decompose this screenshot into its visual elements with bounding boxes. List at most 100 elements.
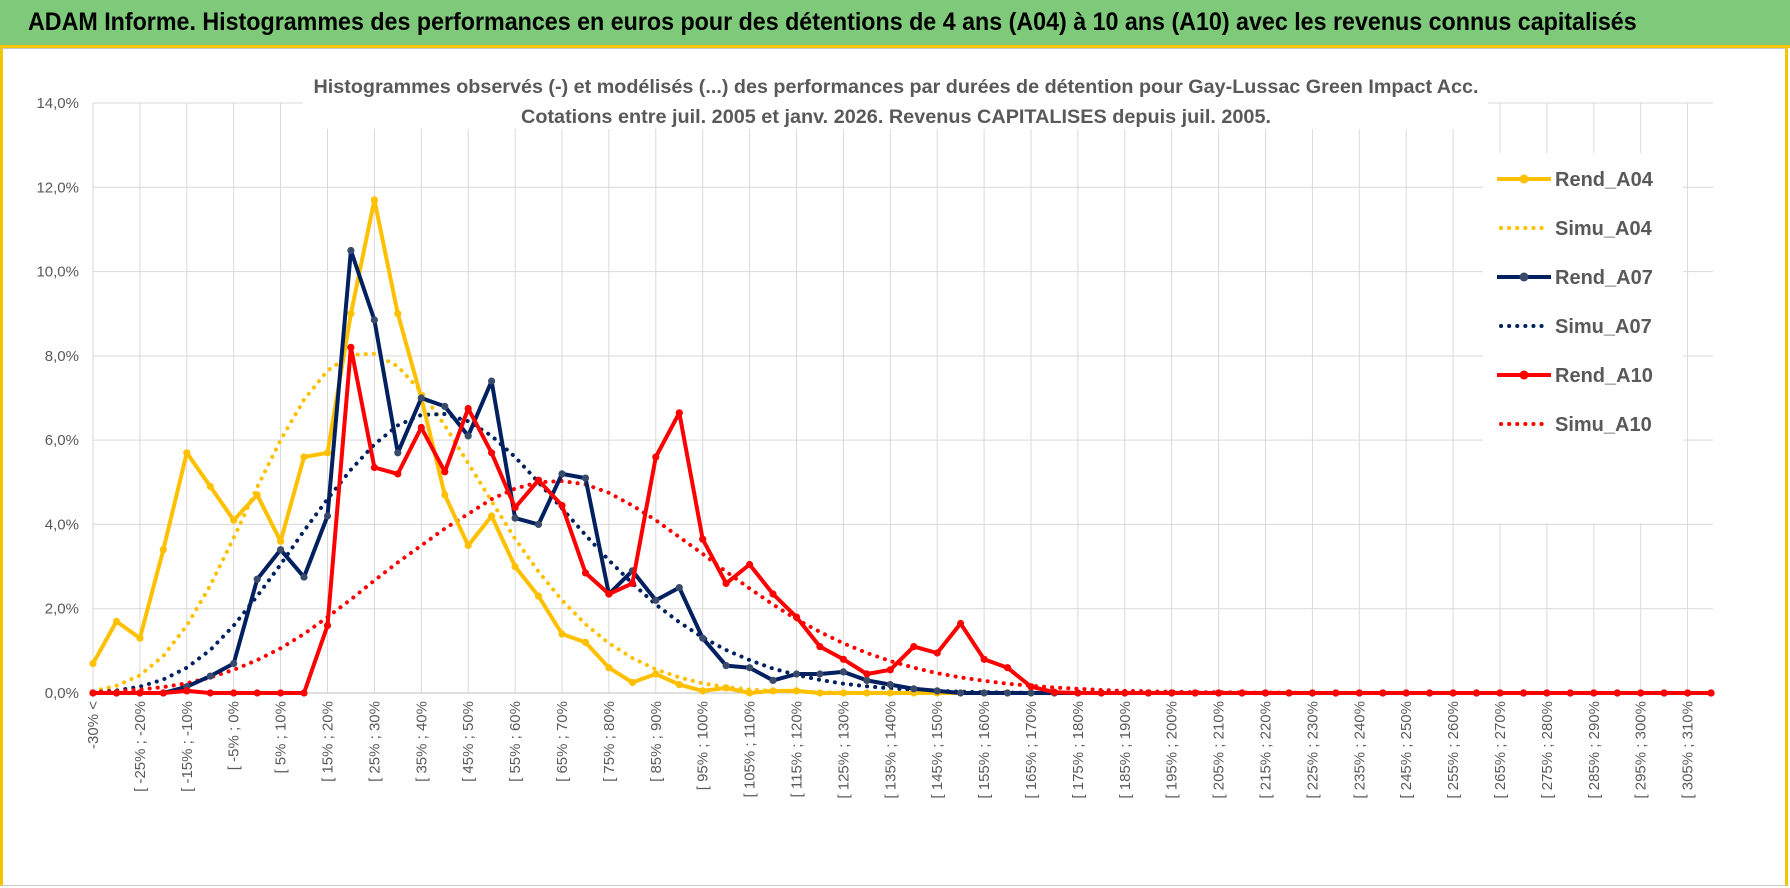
header-banner: ADAM Informe. Histogrammes des performan… [0, 0, 1790, 48]
x-tick-label: [ 165% ; 170% [1023, 701, 1040, 799]
data-point-rend-a07 [652, 596, 660, 604]
legend-label-simu-a07: Simu_A07 [1555, 316, 1652, 338]
data-point-rend-a10 [1308, 689, 1316, 697]
data-point-rend-a10 [886, 666, 894, 674]
x-tick-label: [ -15% ; -10% [179, 701, 196, 792]
x-tick-label: [ -25% ; -20% [132, 701, 149, 792]
legend-marker-rend-a07 [1519, 272, 1529, 282]
data-point-rend-a10 [159, 689, 167, 697]
data-point-rend-a04 [159, 546, 167, 554]
data-point-rend-a04 [652, 670, 660, 678]
data-point-rend-a04 [886, 689, 894, 697]
data-point-rend-a04 [89, 659, 97, 668]
data-point-rend-a07 [581, 474, 590, 482]
data-point-rend-a10 [1332, 689, 1340, 697]
data-point-rend-a07 [886, 681, 894, 689]
y-tick-label: 2,0% [45, 601, 79, 618]
data-point-rend-a10 [206, 689, 214, 697]
data-point-rend-a07 [933, 687, 941, 695]
data-point-rend-a07 [675, 584, 683, 592]
x-tick-label: [ 145% ; 150% [929, 701, 946, 799]
y-tick-label: 6,0% [45, 432, 79, 449]
data-point-rend-a04 [581, 638, 590, 647]
data-point-rend-a07 [839, 668, 848, 676]
series-line-rend-a10 [91, 345, 1713, 695]
data-point-rend-a10 [1472, 689, 1481, 697]
data-point-rend-a07 [488, 377, 496, 385]
data-point-rend-a10 [277, 689, 285, 697]
data-point-rend-a10 [1050, 688, 1058, 696]
data-point-rend-a07 [534, 520, 543, 528]
data-point-rend-a10 [1637, 689, 1645, 697]
data-point-rend-a07 [511, 514, 519, 522]
data-point-rend-a04 [136, 634, 144, 642]
x-tick-label: [ 285% ; 290% [1586, 701, 1603, 799]
data-point-rend-a07 [253, 575, 261, 583]
x-tick-label: [ 45% ; 50% [460, 701, 477, 782]
data-point-rend-a04 [112, 617, 121, 626]
data-point-rend-a10 [1613, 689, 1621, 697]
title-background [303, 67, 1488, 129]
x-tick-label: [ 15% ; 20% [320, 701, 337, 782]
data-point-rend-a07 [394, 449, 402, 457]
series-line-simu-a07 [91, 412, 1713, 695]
legend-label-rend-a04: Rend_A04 [1555, 169, 1654, 191]
data-point-rend-a10 [1402, 689, 1410, 697]
legend-background [1483, 153, 1683, 523]
data-point-rend-a10 [417, 423, 425, 432]
x-tick-label: [ -5% ; 0% [226, 701, 243, 770]
legend-label-simu-a10: Simu_A10 [1555, 414, 1652, 436]
x-tick-label: [ 65% ; 70% [554, 701, 571, 782]
data-point-rend-a04 [394, 310, 402, 318]
data-point-rend-a07 [1003, 689, 1012, 697]
data-point-rend-a07 [816, 670, 824, 678]
data-point-rend-a10 [1684, 689, 1692, 697]
x-tick-label: [ 225% ; 230% [1304, 701, 1321, 799]
data-point-rend-a10 [980, 655, 988, 663]
data-point-rend-a10 [957, 619, 965, 628]
data-point-rend-a10 [370, 463, 378, 472]
data-point-rend-a10 [1144, 689, 1152, 697]
data-point-rend-a10 [1590, 689, 1598, 697]
legend-label-rend-a07: Rend_A07 [1555, 267, 1653, 289]
data-point-rend-a07 [300, 573, 308, 581]
data-point-rend-a10 [1566, 689, 1574, 697]
x-tick-label: [ 305% ; 310% [1680, 701, 1697, 799]
data-point-rend-a07 [323, 512, 332, 520]
data-point-rend-a10 [816, 643, 824, 651]
data-point-rend-a04 [370, 196, 378, 204]
x-tick-label: [ 135% ; 140% [882, 701, 899, 799]
data-point-rend-a04 [675, 681, 683, 689]
data-point-rend-a10 [323, 622, 332, 630]
data-point-rend-a07 [347, 246, 355, 255]
data-point-rend-a10 [746, 560, 754, 569]
legend-label-rend-a10: Rend_A10 [1555, 365, 1653, 387]
data-point-rend-a10 [89, 689, 97, 697]
data-point-rend-a04 [230, 516, 238, 524]
data-point-rend-a10 [792, 613, 801, 621]
x-tick-label: [ 215% ; 220% [1258, 701, 1275, 799]
data-point-rend-a10 [1168, 689, 1176, 697]
data-point-rend-a10 [722, 579, 730, 588]
data-point-rend-a04 [300, 453, 308, 461]
data-point-rend-a07 [957, 689, 965, 697]
data-point-rend-a10 [1097, 689, 1105, 697]
x-tick-label: [ 75% ; 80% [601, 701, 618, 782]
data-point-rend-a04 [839, 689, 848, 697]
data-point-rend-a10 [183, 687, 191, 695]
chart-title: Histogrammes observés (-) et modélisés (… [314, 77, 1479, 98]
data-point-rend-a04 [347, 310, 355, 318]
data-point-rend-a07 [1027, 689, 1035, 697]
x-tick-label: [ 155% ; 160% [976, 701, 993, 799]
data-point-rend-a10 [464, 404, 472, 413]
data-point-rend-a10 [1660, 689, 1668, 697]
data-point-rend-a10 [675, 409, 683, 417]
data-point-rend-a04 [511, 563, 519, 571]
data-point-rend-a04 [699, 687, 707, 695]
data-point-rend-a04 [722, 684, 730, 692]
data-point-rend-a04 [206, 482, 214, 491]
data-point-rend-a04 [183, 449, 191, 457]
data-point-rend-a07 [230, 659, 238, 668]
data-point-rend-a10 [581, 569, 590, 577]
data-point-rend-a07 [746, 664, 754, 672]
